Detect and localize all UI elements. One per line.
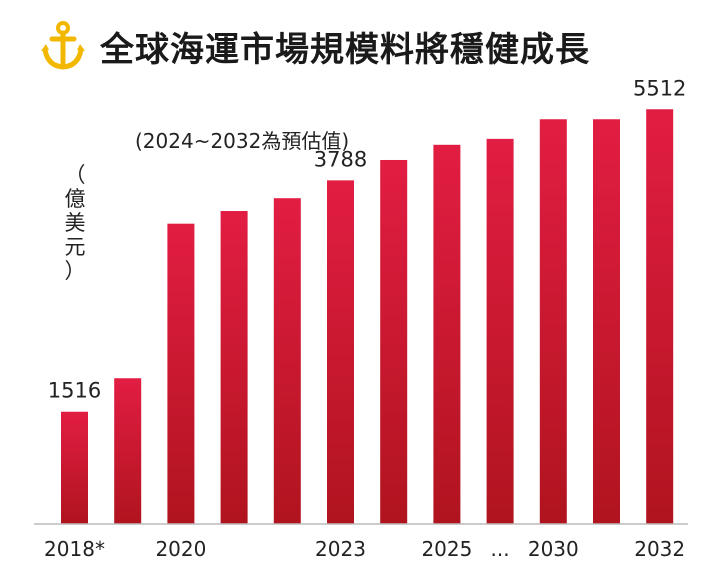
bar-2021: [220, 211, 248, 524]
chart-title: 全球海運市場規模料將穩健成長: [100, 29, 590, 70]
bar-2024: [380, 159, 408, 524]
bar-series: [61, 109, 674, 525]
anchor-icon: [41, 21, 85, 70]
x-tick-label: ...: [491, 537, 510, 561]
bar-2031: [593, 119, 620, 524]
x-tick-label: 2032: [634, 537, 685, 561]
bar-2018*: [61, 411, 88, 524]
data-label: 3788: [314, 147, 367, 171]
bar-2026: [486, 138, 514, 524]
bar-2019: [114, 378, 142, 524]
data-labels: 1516 3788 5512: [48, 76, 687, 402]
x-tick-labels: 2018* 2020 2023 2025... 2030 2032: [44, 537, 685, 561]
bar-2030: [539, 119, 567, 524]
bar-2022: [273, 198, 301, 524]
bar-2025: [433, 144, 461, 525]
x-tick-label: 2030: [528, 537, 579, 561]
y-axis-label: （億美元）: [65, 163, 86, 283]
x-tick-label: 2025: [421, 537, 472, 561]
x-tick-label: 2020: [155, 537, 206, 561]
chart-subtitle: (2024~2032為預估值): [135, 129, 349, 153]
bar-2020: [167, 223, 195, 524]
data-label: 1516: [48, 379, 101, 403]
x-tick-label: 2018*: [44, 537, 105, 561]
data-label: 5512: [633, 76, 686, 100]
chart-header: 全球海運市場規模料將穩健成長: [40, 18, 590, 74]
x-tick-label: 2023: [315, 537, 366, 561]
bar-2023: [327, 180, 354, 524]
bar-2032: [646, 109, 674, 524]
